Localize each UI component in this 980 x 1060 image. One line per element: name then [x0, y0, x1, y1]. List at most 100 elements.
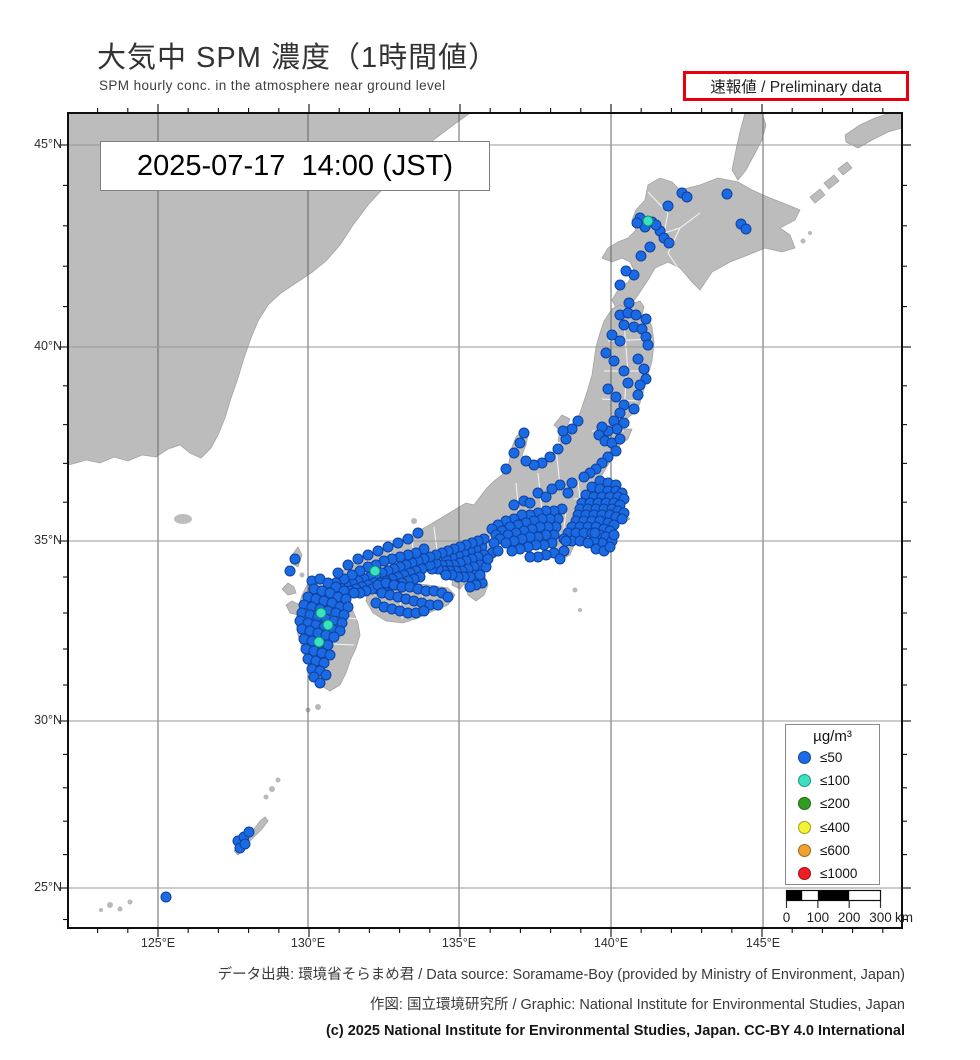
station-dot — [432, 599, 444, 611]
scale-bar-tick-label: 300 — [869, 910, 892, 925]
station-dot — [412, 527, 424, 539]
station-dot — [572, 415, 584, 427]
station-dot — [546, 483, 558, 495]
station-dot — [243, 826, 255, 838]
station-dot — [289, 553, 301, 565]
station-dot — [614, 407, 626, 419]
lat-axis-label: 30°N — [34, 713, 62, 727]
station-dot — [392, 537, 404, 549]
station-dot — [442, 591, 454, 603]
legend-color-dot — [798, 843, 811, 857]
station-dots-le50 — [160, 187, 752, 903]
scale-bar-unit: km — [895, 910, 913, 925]
station-dot — [402, 533, 414, 545]
station-dot — [524, 551, 536, 563]
legend-item-label: ≤200 — [820, 796, 850, 812]
station-dot — [608, 355, 620, 367]
station-dot — [552, 443, 564, 455]
station-dot — [362, 549, 374, 561]
legend: µg/m³ ≤50 ≤100 ≤200 ≤400 ≤600 ≤1000 — [785, 724, 880, 885]
legend-item: ≤100 — [786, 769, 879, 792]
preliminary-data-badge: 速報値 / Preliminary data — [683, 71, 909, 101]
station-dot — [508, 499, 520, 511]
scale-bar-tick-label: 0 — [783, 910, 791, 925]
station-dot — [482, 553, 494, 565]
station-dot — [418, 605, 430, 617]
legend-item-label: ≤400 — [820, 819, 850, 835]
station-dot — [635, 250, 647, 262]
station-dot — [369, 565, 381, 577]
timestamp-text: 2025-07-17 14:00 (JST) — [137, 149, 453, 182]
station-dot — [474, 569, 486, 581]
lon-axis-label: 145°E — [745, 936, 781, 950]
legend-unit-label: µg/m³ — [813, 728, 852, 745]
station-dot — [500, 463, 512, 475]
station-dot — [606, 329, 618, 341]
station-dot — [610, 445, 622, 457]
timestamp-box: 2025-07-17 14:00 (JST) — [100, 141, 490, 191]
station-dot — [562, 487, 574, 499]
station-dot — [314, 677, 326, 689]
station-dot — [740, 223, 752, 235]
station-dot — [352, 553, 364, 565]
station-dot — [506, 545, 518, 557]
station-dot — [721, 188, 733, 200]
station-dot — [524, 497, 536, 509]
station-dot — [608, 529, 620, 541]
station-dot — [342, 559, 354, 571]
station-dot — [514, 437, 526, 449]
station-dot — [492, 545, 504, 557]
station-dot — [566, 423, 578, 435]
station-dot — [614, 279, 626, 291]
station-dot — [620, 265, 632, 277]
axis-ticks — [59, 104, 911, 937]
station-dot — [284, 565, 296, 577]
legend-color-dot — [798, 820, 811, 834]
station-dot — [642, 215, 654, 227]
legend-rows: ≤50 ≤100 ≤200 ≤400 ≤600 ≤1000 — [786, 746, 879, 885]
lon-axis-label: 125°E — [140, 936, 176, 950]
station-dot — [602, 383, 614, 395]
station-dot — [382, 541, 394, 553]
station-dot — [630, 309, 642, 321]
lat-axis-label: 40°N — [34, 339, 62, 353]
japan-map — [59, 104, 911, 937]
station-dot — [566, 477, 578, 489]
legend-item-label: ≤1000 — [820, 866, 858, 882]
scale-bar: 0 100 200 300 km — [782, 889, 932, 932]
station-dot — [372, 545, 384, 557]
station-dot — [464, 581, 476, 593]
footer-graphic-credit: 作図: 国立環境研究所 / Graphic: National Institut… — [369, 997, 905, 1013]
lat-axis-label: 45°N — [34, 137, 62, 151]
station-dot — [578, 471, 590, 483]
scale-bar-graphic: 0 100 200 300 km — [783, 889, 913, 925]
station-dot — [544, 451, 556, 463]
lon-axis-label: 140°E — [593, 936, 629, 950]
legend-item: ≤50 — [786, 746, 879, 769]
station-dot — [589, 527, 601, 539]
footer-data-source: データ出典: 環境省そらまめ君 / Data source: Soramame-… — [217, 967, 905, 983]
station-dot — [582, 537, 594, 549]
station-dot — [554, 553, 566, 565]
legend-item-label: ≤50 — [820, 750, 843, 766]
station-dot — [610, 391, 622, 403]
station-dot — [663, 237, 675, 249]
scale-bar-tick-label: 100 — [807, 910, 830, 925]
station-dot — [540, 491, 552, 503]
station-dot — [618, 319, 630, 331]
station-dot — [632, 389, 644, 401]
station-dot — [634, 379, 646, 391]
lat-axis-label: 35°N — [34, 533, 62, 547]
station-dot — [662, 200, 674, 212]
station-dot — [440, 569, 452, 581]
legend-color-dot — [798, 867, 811, 881]
legend-item: ≤600 — [786, 839, 879, 862]
station-dot — [518, 427, 530, 439]
station-dot — [328, 631, 340, 643]
station-dot — [500, 537, 512, 549]
station-dot — [332, 567, 344, 579]
station-dot — [560, 535, 572, 547]
station-dot — [160, 891, 172, 903]
station-dot — [313, 636, 325, 648]
